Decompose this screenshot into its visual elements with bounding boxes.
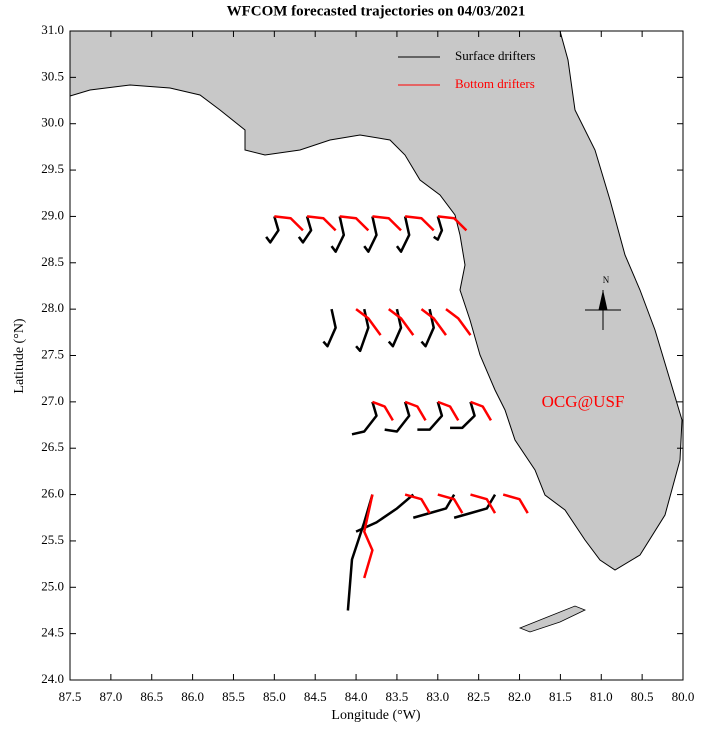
y-tick-label: 30.0 (41, 115, 64, 130)
trajectory (351, 401, 378, 436)
x-tick-label: 82.5 (467, 689, 490, 704)
trajectory (404, 215, 435, 232)
y-tick-label: 28.5 (41, 254, 64, 269)
keys (518, 605, 586, 633)
y-tick-label: 31.0 (41, 22, 64, 37)
trajectory (417, 401, 444, 431)
y-tick-label: 27.5 (41, 346, 64, 361)
trajectory (265, 216, 280, 244)
florida-keys (518, 605, 586, 633)
trajectory (470, 493, 497, 514)
x-tick-label: 83.0 (426, 689, 449, 704)
trajectory (420, 308, 447, 336)
x-tick-label: 84.5 (304, 689, 327, 704)
trajectory (437, 215, 468, 232)
trajectory (274, 215, 304, 232)
x-tick-label: 81.0 (590, 689, 613, 704)
x-tick-label: 80.0 (672, 689, 695, 704)
x-tick-label: 82.0 (508, 689, 531, 704)
trajectory (404, 400, 427, 422)
annotation: OCG@USF (542, 392, 625, 411)
trajectory (355, 308, 382, 336)
chart-title: WFCOM forecasted trajectories on 04/03/2… (227, 3, 526, 19)
trajectory (322, 308, 337, 348)
trajectory (384, 401, 411, 433)
y-tick-label: 26.5 (41, 439, 64, 454)
trajectory (437, 493, 464, 514)
x-tick-label: 83.5 (386, 689, 409, 704)
trajectory (339, 215, 370, 232)
compass (585, 290, 621, 330)
y-tick-label: 24.5 (41, 625, 64, 640)
trajectory (470, 400, 493, 422)
x-tick-label: 87.0 (99, 689, 122, 704)
x-tick-label: 86.5 (140, 689, 163, 704)
trajectory (395, 216, 411, 253)
trajectory (445, 308, 472, 336)
x-tick-label: 81.5 (549, 689, 572, 704)
x-tick-label: 85.5 (222, 689, 245, 704)
y-tick-label: 26.0 (41, 486, 64, 501)
y-tick-label: 27.0 (41, 393, 64, 408)
y-tick-label: 29.5 (41, 161, 64, 176)
y-tick-label: 29.0 (41, 207, 64, 222)
legend-label: Bottom drifters (455, 76, 535, 91)
compass-label: N (603, 275, 610, 285)
x-tick-label: 84.0 (345, 689, 368, 704)
trajectory (363, 216, 378, 253)
trajectory (453, 493, 497, 519)
y-tick-label: 30.5 (41, 68, 64, 83)
trajectory (450, 401, 476, 430)
trajectory (306, 215, 337, 232)
trajectory (412, 493, 456, 519)
x-axis-label: Longitude (°W) (331, 708, 421, 723)
y-tick-label: 28.0 (41, 300, 64, 315)
legend-label: Surface drifters (455, 48, 536, 63)
y-axis-label: Latitude (°N) (12, 318, 27, 394)
y-tick-label: 25.5 (41, 532, 64, 547)
trajectory (297, 216, 313, 244)
trajectory (388, 308, 415, 336)
trajectory (330, 216, 346, 253)
x-tick-label: 87.5 (59, 689, 82, 704)
y-tick-label: 24.0 (41, 671, 64, 686)
trajectory (372, 215, 402, 232)
trajectory (371, 400, 394, 422)
trajectory (362, 494, 374, 579)
trajectory (502, 493, 529, 514)
x-tick-label: 85.0 (263, 689, 286, 704)
x-tick-label: 86.0 (181, 689, 204, 704)
compass-arrow (598, 291, 608, 311)
y-tick-label: 25.0 (41, 578, 64, 593)
florida-land (69, 30, 683, 571)
trajectory (433, 216, 444, 241)
trajectory (404, 493, 431, 514)
x-tick-label: 80.5 (631, 689, 654, 704)
trajectory (437, 400, 460, 422)
